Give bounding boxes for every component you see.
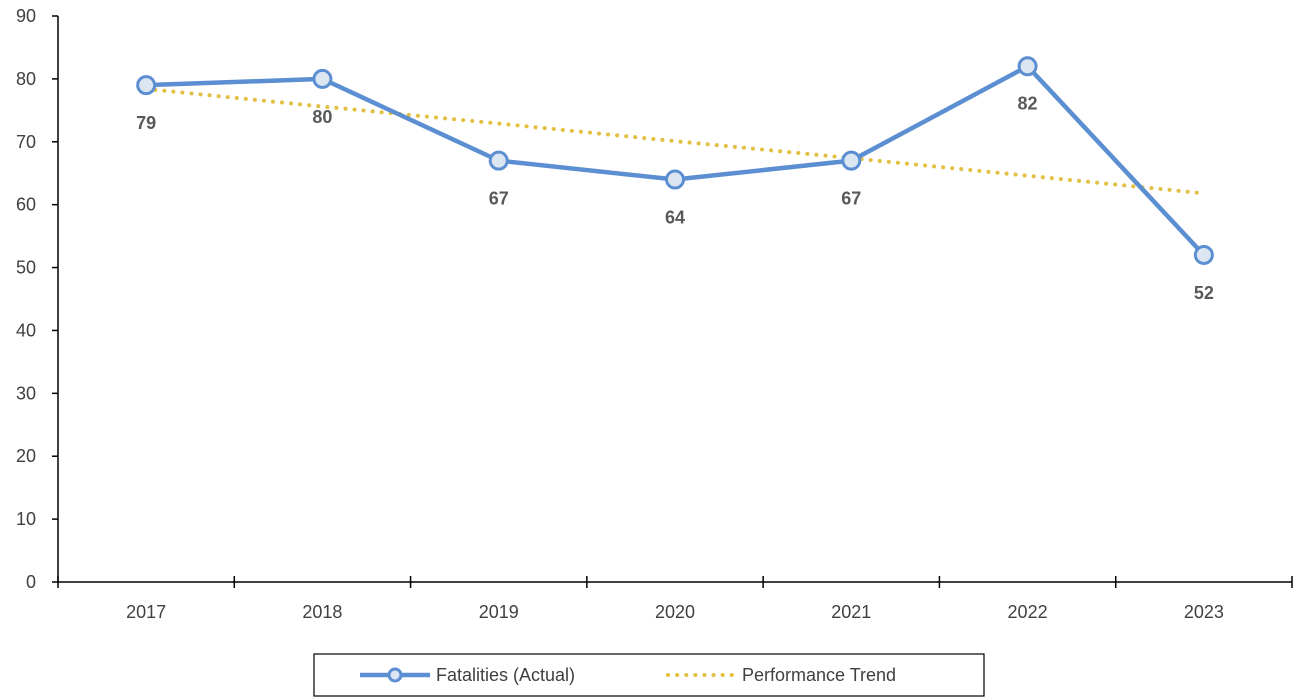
data-point-marker — [1193, 244, 1214, 265]
y-tick-label: 90 — [16, 6, 36, 26]
x-axis: 2017 2018 2019 2020 2021 2022 2023 — [57, 576, 1293, 622]
data-label: 67 — [841, 189, 861, 209]
y-tick-label: 80 — [16, 69, 36, 89]
x-tick-label: 2023 — [1184, 602, 1224, 622]
legend: Fatalities (Actual) Performance Trend — [313, 653, 985, 697]
data-label: 82 — [1018, 93, 1038, 113]
data-point-marker — [665, 169, 685, 190]
data-label: 64 — [665, 208, 685, 228]
data-label: 80 — [312, 107, 332, 127]
x-tick-label: 2018 — [302, 602, 342, 622]
x-tick-label: 2021 — [831, 602, 871, 622]
legend-label-performance-trend: Performance Trend — [742, 665, 896, 685]
legend-label-fatalities: Fatalities (Actual) — [436, 665, 575, 685]
data-label: 79 — [136, 113, 156, 133]
y-tick-label: 60 — [16, 195, 36, 215]
x-tick-label: 2019 — [479, 602, 519, 622]
y-tick-label: 40 — [16, 320, 36, 340]
data-point-marker — [136, 75, 157, 96]
y-tick-label: 10 — [16, 509, 36, 529]
y-tick-label: 70 — [16, 132, 36, 152]
x-tick-label: 2017 — [126, 602, 166, 622]
x-tick-label: 2022 — [1008, 602, 1048, 622]
y-axis: 0 10 20 30 40 50 60 70 80 90 — [16, 6, 59, 592]
y-tick-label: 50 — [16, 258, 36, 278]
y-tick-label: 0 — [26, 572, 36, 592]
data-point-marker — [841, 150, 862, 171]
data-labels: 79 80 67 64 67 82 52 — [136, 93, 1214, 303]
data-point-marker — [1017, 56, 1038, 77]
data-label: 67 — [489, 189, 509, 209]
y-tick-label: 20 — [16, 446, 36, 466]
series-layer — [136, 56, 1214, 265]
y-tick-label: 30 — [16, 383, 36, 403]
data-label: 52 — [1194, 283, 1214, 303]
data-point-marker — [312, 68, 333, 89]
data-point-marker — [488, 150, 509, 171]
x-tick-label: 2020 — [655, 602, 695, 622]
legend-swatch-fatalities-marker — [387, 667, 403, 683]
